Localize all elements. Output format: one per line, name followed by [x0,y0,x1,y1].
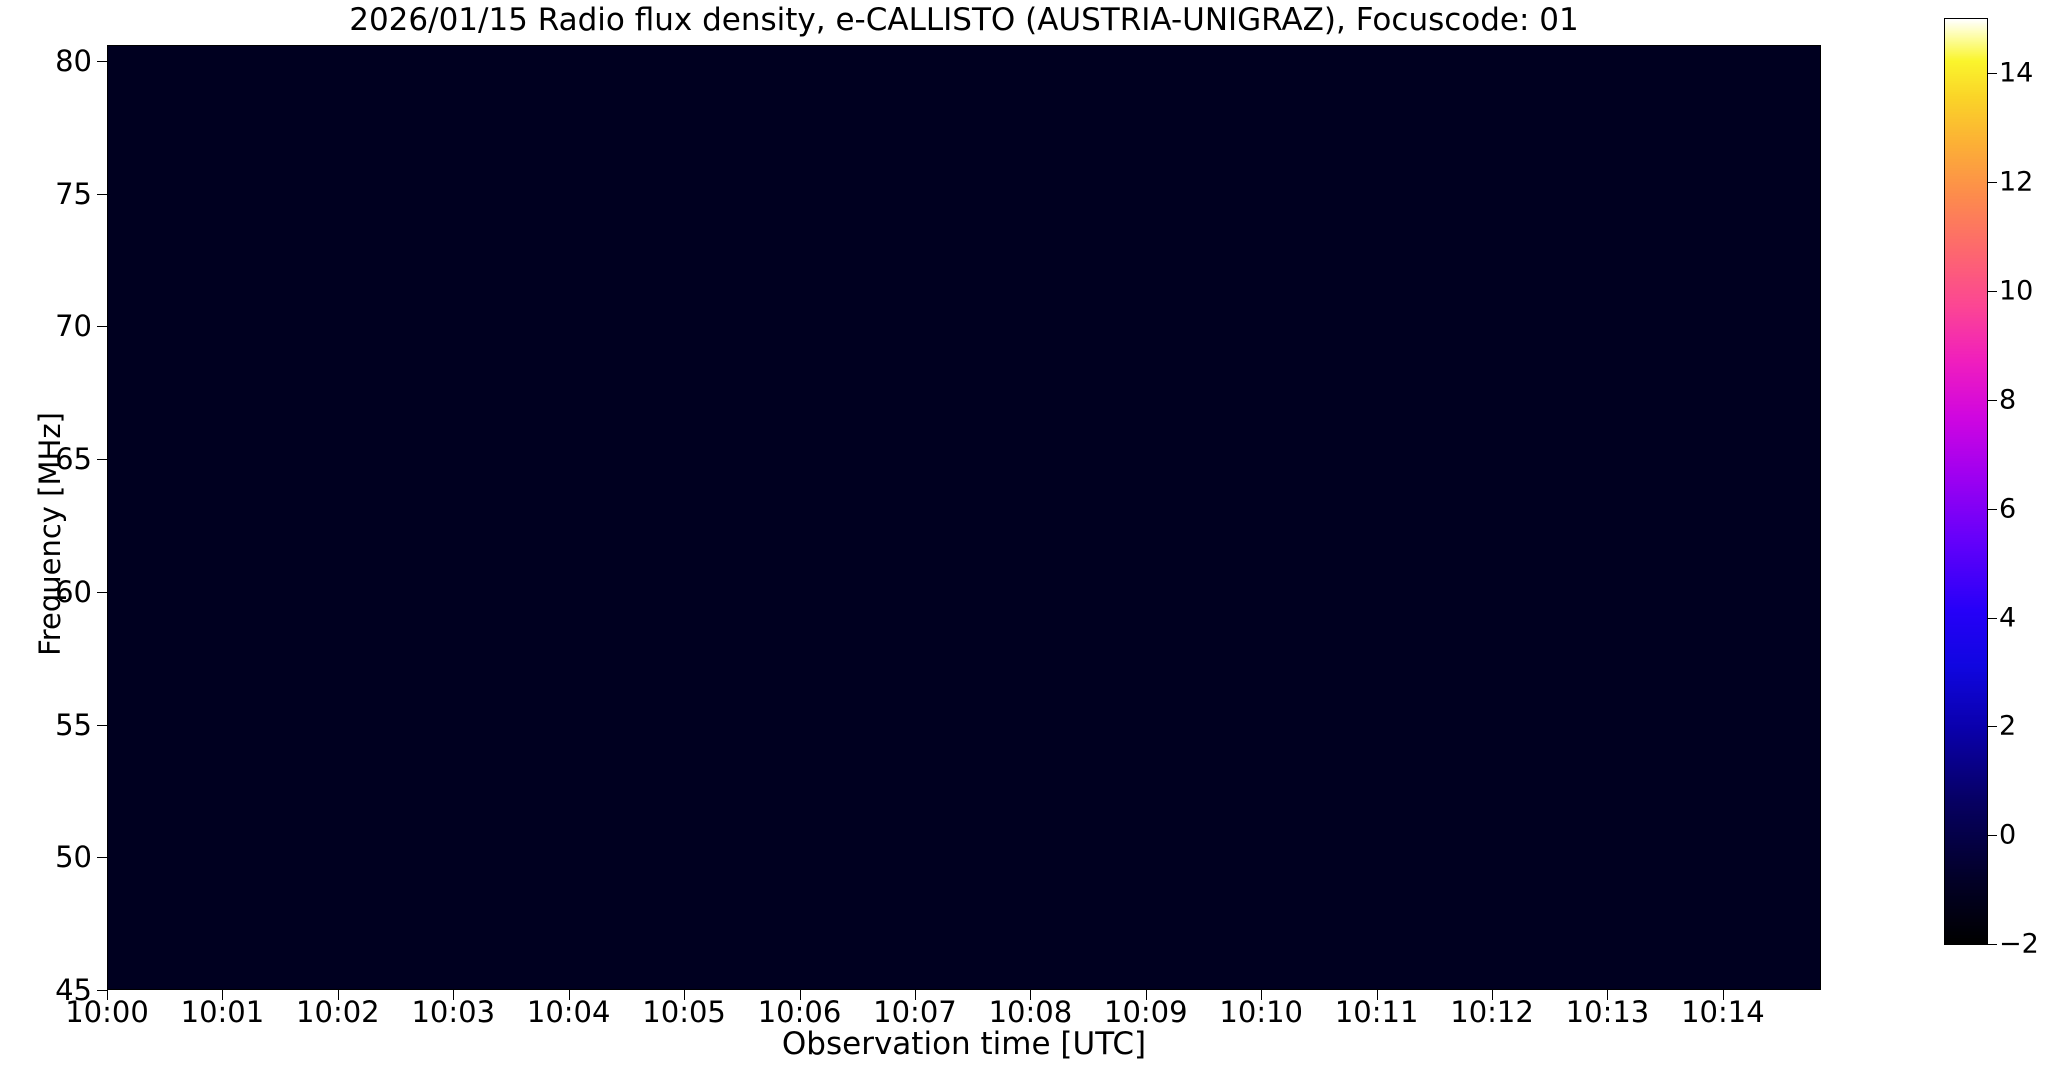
y-tick-mark [97,60,107,62]
colorbar-tick-label: −2 [1999,928,2039,960]
colorbar-tick-label: 6 [1999,493,2017,525]
colorbar-tick-mark [1988,726,1997,728]
colorbar-tick-mark [1988,182,1997,184]
x-tick-label: 10:09 [1103,995,1188,1029]
colorbar-tick-mark [1988,835,1997,837]
y-tick-mark [97,990,107,991]
y-tick-label: 50 [55,840,92,875]
x-tick-mark [1607,990,1609,1000]
x-tick-label: 10:05 [642,995,726,1029]
x-tick-label: 10:12 [1450,995,1534,1029]
colorbar-gradient [1945,19,1987,944]
colorbar-tick-label: 12 [1999,166,2034,198]
chart-title: 2026/01/15 Radio flux density, e-CALLIST… [349,2,1579,38]
colorbar-tick-label: 4 [1999,602,2017,634]
colorbar-tick-label: 0 [1999,819,2017,851]
x-tick-label: 10:08 [988,995,1073,1029]
x-tick-mark [1376,990,1378,1000]
colorbar-tick-label: 14 [1999,57,2034,89]
colorbar-tick-label: 2 [1999,710,2017,742]
colorbar-tick-mark [1988,617,1997,619]
x-tick-mark [799,990,801,1000]
y-tick-mark [97,193,107,195]
x-tick-label: 10:11 [1334,995,1419,1029]
colorbar-tick-mark [1988,291,1997,293]
spectrogram-axes [107,45,1821,990]
x-tick-mark [1030,990,1032,1000]
x-tick-mark [1722,990,1724,1000]
y-tick-mark [97,326,107,328]
x-tick-mark [453,990,455,1000]
x-tick-mark [684,990,686,1000]
x-tick-label: 10:10 [1219,995,1303,1029]
colorbar-tick-label: 8 [1999,384,2017,416]
x-tick-label: 10:14 [1681,995,1765,1029]
y-tick-label: 45 [55,973,92,1007]
x-tick-label: 10:00 [65,995,149,1029]
y-tick-label: 80 [55,43,92,78]
colorbar-axes [1944,18,1988,945]
y-tick-mark [97,459,107,461]
y-tick-mark [97,724,107,726]
x-tick-label: 10:04 [526,995,611,1029]
x-tick-mark [107,990,108,1000]
colorbar-tick-mark [1988,944,1997,945]
colorbar-tick-label: 10 [1999,275,2034,307]
x-tick-mark [1492,990,1494,1000]
x-tick-label: 10:03 [411,995,496,1029]
x-tick-label: 10:13 [1565,995,1650,1029]
x-tick-mark [914,990,916,1000]
x-tick-mark [1261,990,1263,1000]
x-tick-mark [1145,990,1147,1000]
x-axis-label: Observation time [UTC] [781,1026,1147,1062]
x-tick-mark [337,990,339,1000]
y-axis-label: Frequency [MHz] [33,412,67,656]
x-tick-label: 10:07 [873,995,957,1029]
spectrogram-image [108,46,1820,989]
y-tick-mark [97,591,107,593]
colorbar-tick-mark [1988,399,1997,401]
x-tick-mark [568,990,570,1000]
y-tick-label: 75 [55,176,92,211]
y-tick-mark [97,857,107,859]
x-tick-label: 10:01 [180,995,265,1029]
x-tick-label: 10:06 [757,995,842,1029]
colorbar-tick-mark [1988,508,1997,510]
colorbar-tick-mark [1988,73,1997,75]
x-tick-label: 10:02 [296,995,380,1029]
x-tick-mark [222,990,224,1000]
